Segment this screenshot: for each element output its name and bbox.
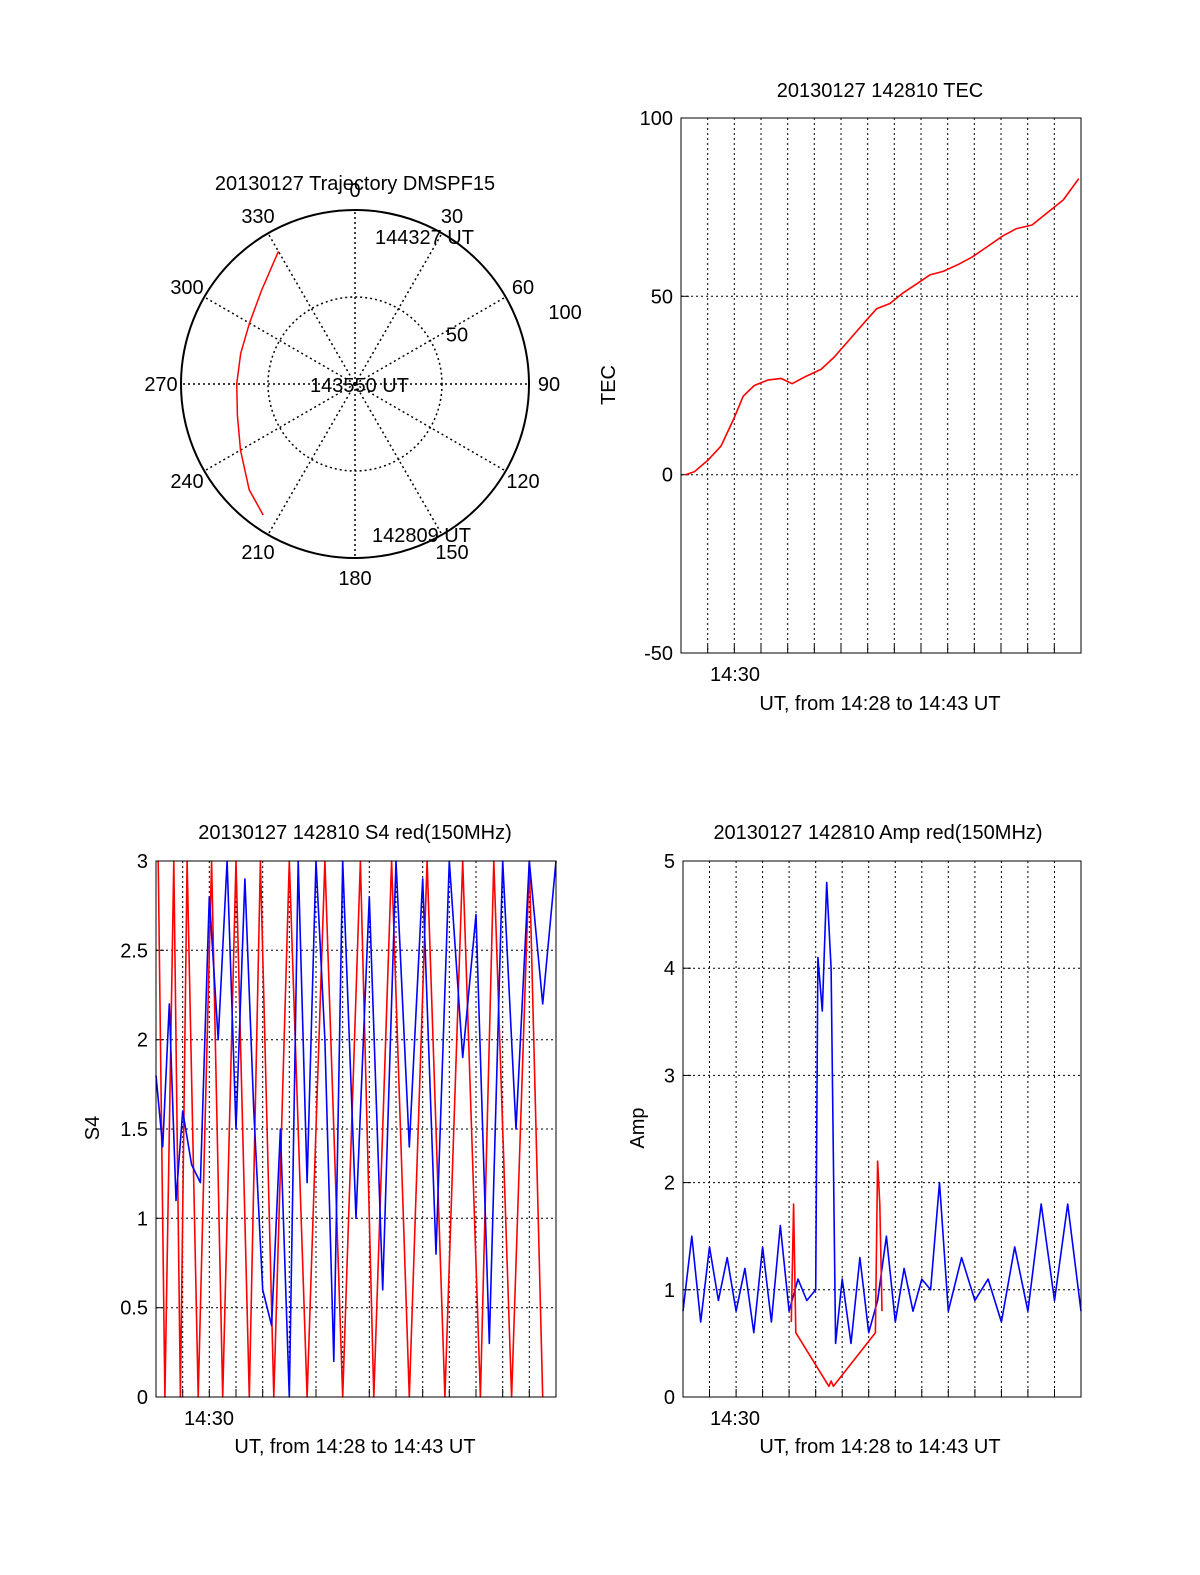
polar-angle-label: 0 [349, 180, 360, 202]
amp-series-line [682, 881, 1082, 1345]
amp-ytick-label: 3 [664, 1065, 675, 1087]
tec-grid [681, 117, 1081, 654]
s4-ytick-labels: 3 2.5 2 1.5 1 0.5 0 [120, 851, 148, 1409]
trajectory-polar-chart: 20130127 Trajectory DMSPF15 0 30 60 90 120 15… [144, 173, 581, 590]
amp-ylabel: Amp [627, 1107, 649, 1148]
amp-ytick-label: 1 [664, 1280, 675, 1302]
polar-spoke [354, 296, 507, 385]
polar-angle-label: 60 [512, 277, 534, 299]
tec-ylabel: TEC [598, 365, 620, 405]
polar-ring-outer [180, 209, 530, 559]
polar-angle-label: 240 [170, 471, 203, 493]
amp-ytick-labels: 5 4 3 2 1 0 [664, 851, 675, 1409]
amp-chart: 20130127 142810 Amp red(150MHz) Amp UT, … [627, 822, 1082, 1458]
polar-angle-label: 120 [506, 471, 539, 493]
tec-series [685, 178, 1080, 476]
s4-ytick-label: 2 [137, 1030, 148, 1052]
polar-radial-label: 100 [548, 302, 581, 324]
s4-ytick-label: 1.5 [120, 1119, 148, 1141]
polar-spoke [203, 296, 356, 385]
s4-grid [156, 860, 556, 1398]
trajectory-title: 20130127 Trajectory DMSPF15 [215, 173, 495, 195]
s4-ylabel: S4 [82, 1116, 104, 1140]
tec-chart: 20130127 142810 TEC TEC UT, from 14:28 t… [598, 80, 1082, 715]
polar-angle-label: 30 [441, 206, 463, 228]
polar-angle-label: 330 [241, 206, 274, 228]
s4-ytick-label: 3 [137, 851, 148, 873]
s4-ytick-label: 2.5 [120, 940, 148, 962]
annotation-end-time: 144327 UT [375, 227, 474, 249]
s4-title: 20130127 142810 S4 red(150MHz) [198, 822, 512, 844]
amp-ytick-label: 0 [664, 1387, 675, 1409]
tec-ytick-label: 50 [651, 286, 673, 308]
amp-xtick-label: 14:30 [710, 1408, 760, 1430]
polar-angle-label: 180 [338, 568, 371, 590]
amp-ytick-label: 2 [664, 1173, 675, 1195]
s4-frame [155, 860, 557, 1398]
amp-ytick-label: 4 [664, 958, 675, 980]
polar-spoke [267, 383, 356, 536]
annotation-mid-time: 143550 UT [310, 375, 409, 397]
s4-xlabel: UT, from 14:28 to 14:43 UT [234, 1436, 475, 1458]
amp-series-line [790, 1160, 883, 1388]
polar-radial-label: 50 [446, 325, 468, 347]
polar-grid [180, 209, 530, 559]
s4-chart: 20130127 142810 S4 red(150MHz) S4 UT, fr… [82, 822, 557, 1458]
s4-ytick-label: 0.5 [120, 1298, 148, 1320]
polar-ring-inner [267, 296, 443, 472]
amp-xlabel: UT, from 14:28 to 14:43 UT [759, 1436, 1000, 1458]
tec-ytick-label: 0 [662, 465, 673, 487]
tec-ytick-label: -50 [644, 643, 673, 665]
polar-spoke [354, 383, 443, 536]
polar-spoke [354, 232, 443, 385]
polar-spoke [203, 383, 356, 472]
tec-title: 20130127 142810 TEC [777, 80, 983, 102]
tec-xtick-label: 14:30 [710, 664, 760, 686]
s4-series-line [157, 860, 544, 1398]
polar-angle-label: 210 [241, 542, 274, 564]
polar-spoke [354, 383, 507, 472]
amp-series [682, 881, 1082, 1388]
polar-angle-label: 90 [538, 374, 560, 396]
s4-ytick-label: 0 [137, 1387, 148, 1409]
amp-ytick-label: 5 [664, 851, 675, 873]
tec-xlabel: UT, from 14:28 to 14:43 UT [759, 693, 1000, 715]
polar-angle-label: 270 [144, 374, 177, 396]
amp-frame [682, 860, 1082, 1398]
tec-ytick-label: 100 [640, 108, 673, 130]
polar-spoke [267, 232, 356, 385]
tec-series-line [685, 178, 1080, 476]
s4-xtick-label: 14:30 [184, 1408, 234, 1430]
tec-ytick-labels: 100 50 0 -50 [640, 108, 673, 665]
s4-ytick-label: 1 [137, 1208, 148, 1230]
polar-series [235, 251, 280, 516]
trajectory-series-line [235, 251, 280, 516]
polar-angle-label: 150 [435, 542, 468, 564]
amp-title: 20130127 142810 Amp red(150MHz) [713, 822, 1042, 844]
annotation-start-time: 142809 UT [372, 525, 471, 547]
tec-frame [680, 117, 1082, 654]
polar-labels: 0 30 60 90 120 150 180 210 240 270 300 330 50 100 [144, 180, 581, 590]
polar-angle-label: 300 [170, 277, 203, 299]
